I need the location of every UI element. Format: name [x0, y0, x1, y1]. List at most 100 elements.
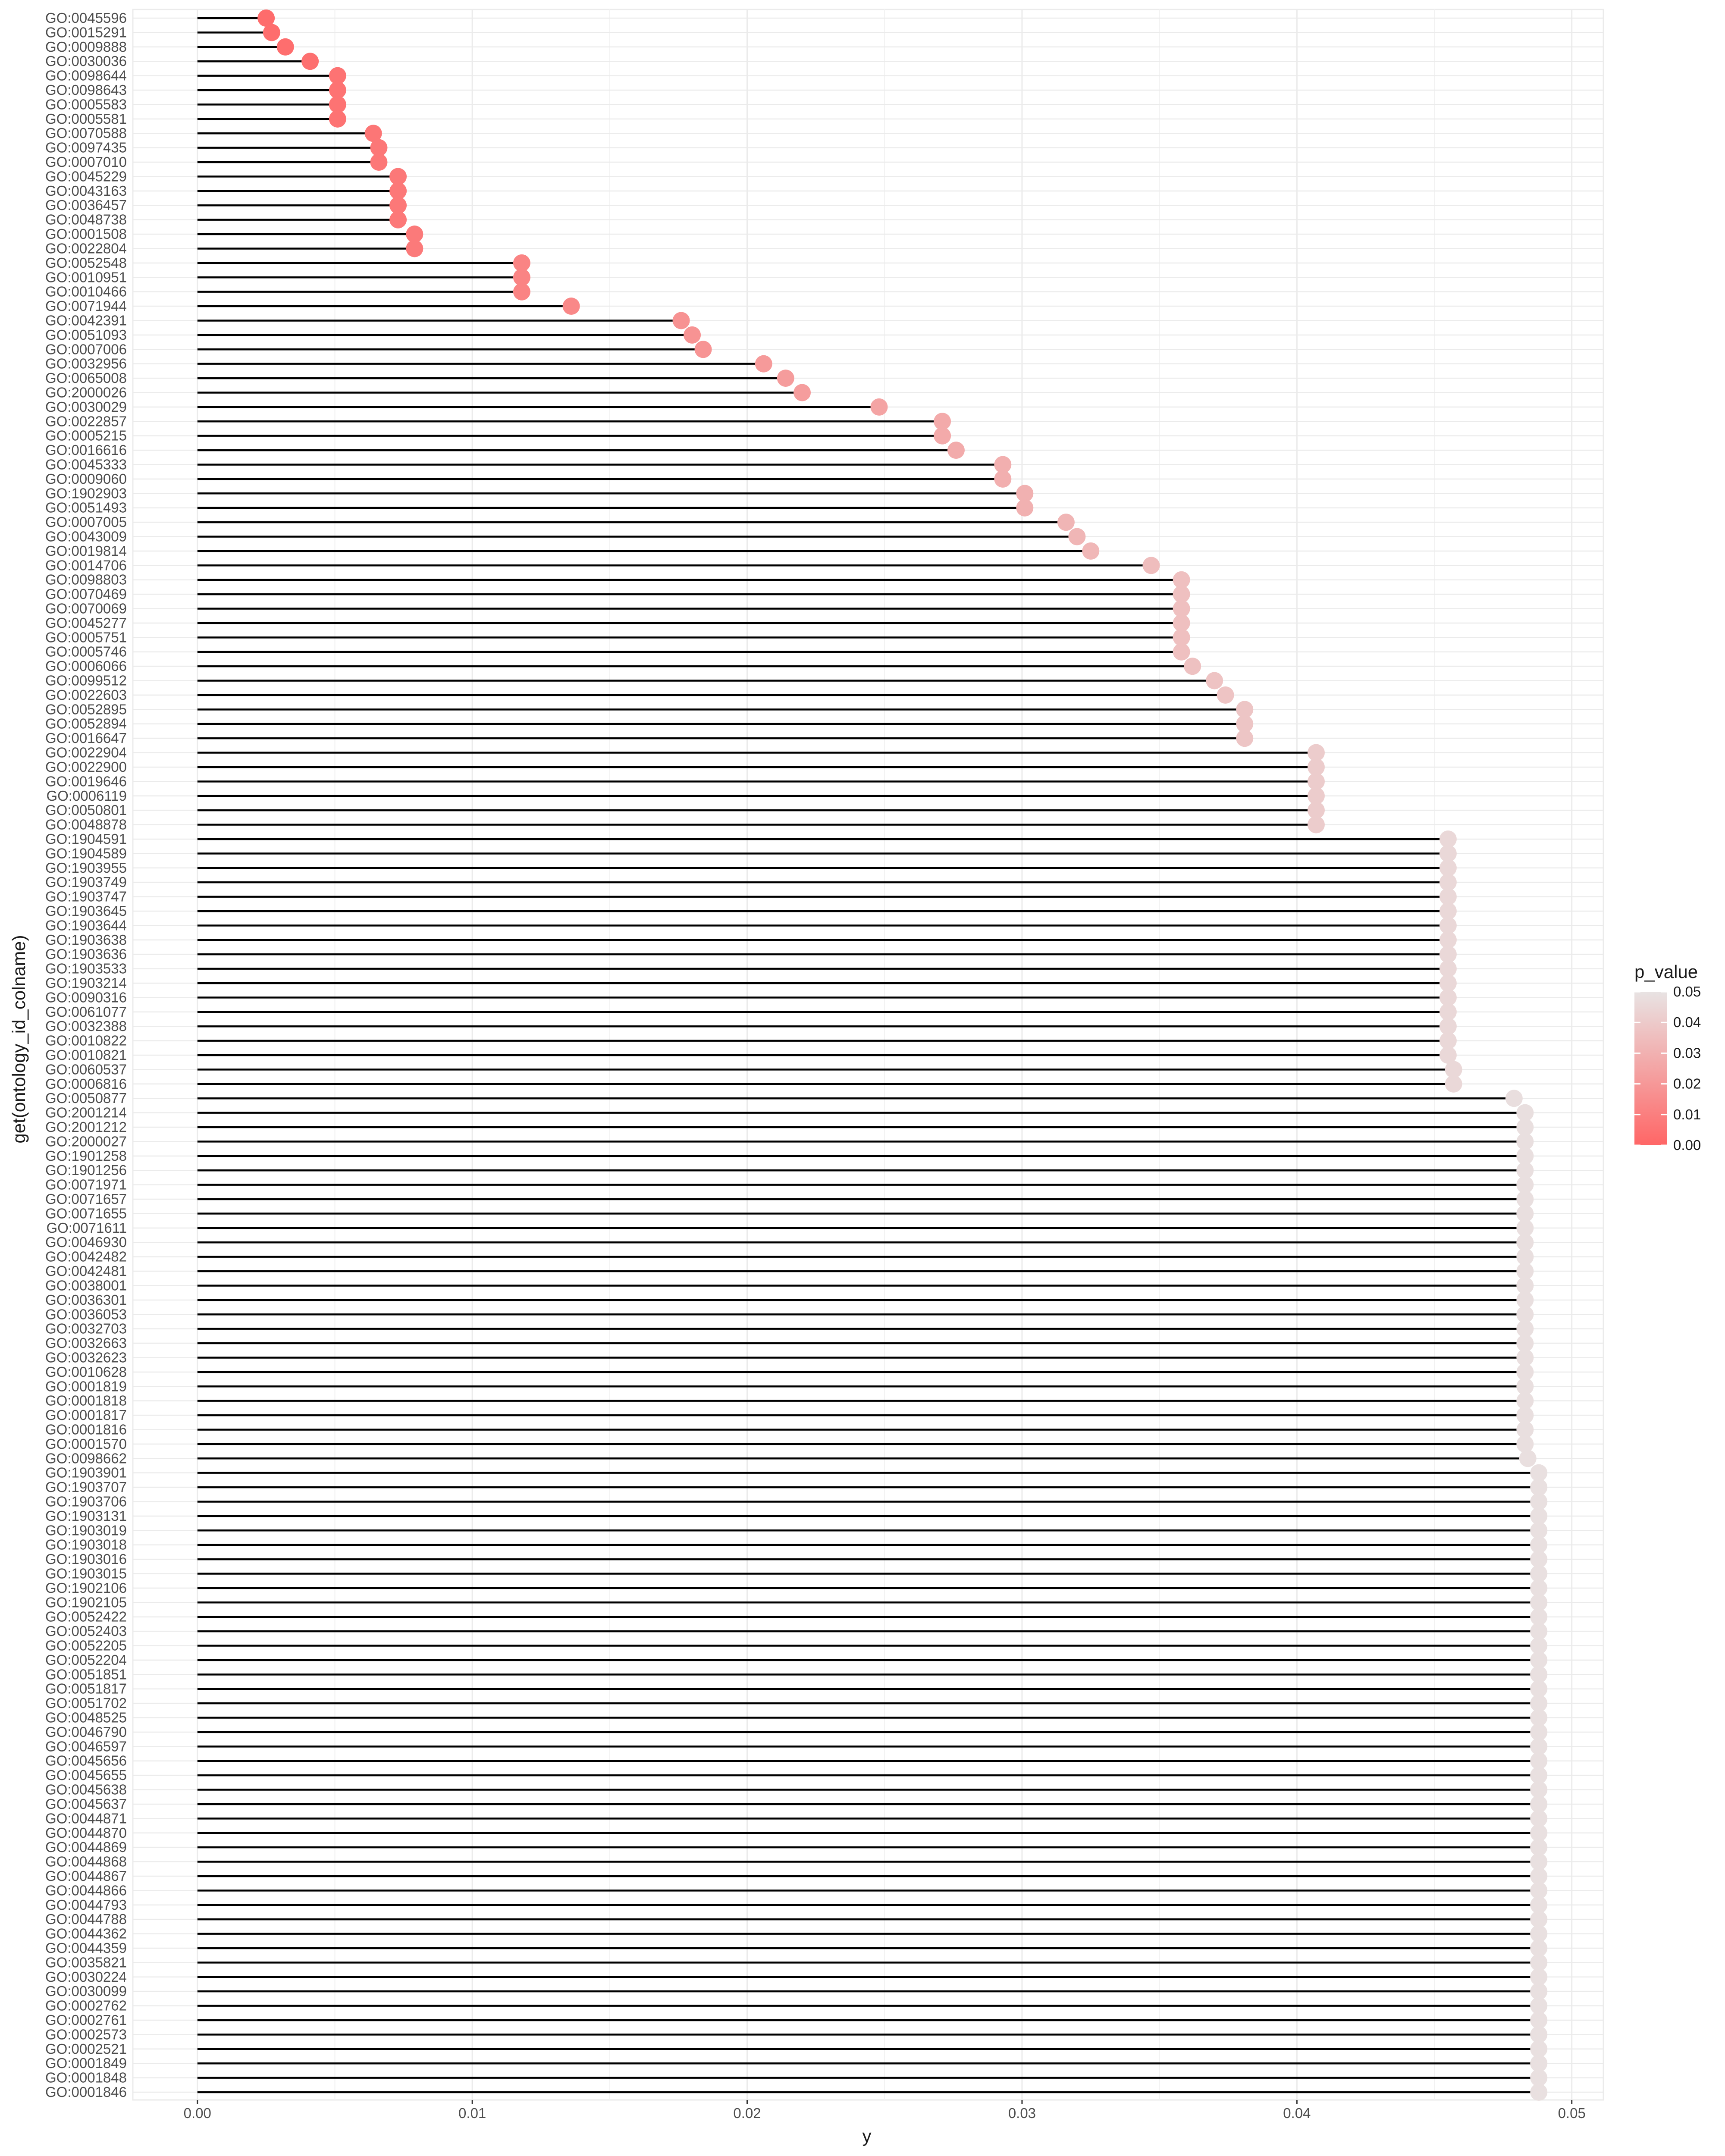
- y-tick-label: GO:0044870: [45, 1825, 127, 1841]
- y-tick-label: GO:1903707: [45, 1479, 127, 1495]
- lollipop-point: [1445, 1075, 1462, 1093]
- y-tick-label: GO:0050877: [45, 1090, 127, 1106]
- lollipop-point: [1439, 917, 1457, 934]
- lollipop-point: [389, 197, 407, 214]
- lollipop-point: [1236, 701, 1254, 718]
- lollipop-point: [1530, 1579, 1548, 1597]
- y-tick-label: GO:0044868: [45, 1854, 127, 1870]
- y-tick-label: GO:0051093: [45, 327, 127, 343]
- lollipop-point: [1068, 528, 1086, 545]
- y-tick-label: GO:0001816: [45, 1421, 127, 1437]
- y-tick-label: GO:0006816: [45, 1076, 127, 1092]
- lollipop-point: [1516, 1176, 1534, 1194]
- y-tick-label: GO:0001508: [45, 226, 127, 242]
- y-tick-label: GO:2001214: [45, 1105, 127, 1121]
- lollipop-point: [1530, 1637, 1548, 1655]
- lollipop-point: [1439, 931, 1457, 949]
- lollipop-point: [1439, 946, 1457, 963]
- x-tick-label: 0.05: [1558, 2105, 1586, 2121]
- legend-title: p_value: [1634, 962, 1698, 982]
- lollipop-point: [1516, 1104, 1534, 1122]
- lollipop-point: [301, 53, 319, 70]
- lollipop-point: [1439, 1032, 1457, 1050]
- y-tick-label: GO:0038001: [45, 1277, 127, 1293]
- y-tick-label: GO:0007010: [45, 154, 127, 170]
- lollipop-point: [1173, 571, 1190, 589]
- lollipop-point: [1530, 1896, 1548, 1914]
- lollipop-point: [1530, 1464, 1548, 1482]
- y-tick-label: GO:1901258: [45, 1148, 127, 1164]
- lollipop-point: [1516, 1234, 1534, 1251]
- y-tick-label: GO:0046930: [45, 1234, 127, 1250]
- y-tick-label: GO:0010821: [45, 1047, 127, 1063]
- lollipop-point: [1439, 1047, 1457, 1064]
- lollipop-stems: [197, 17, 1539, 2093]
- lollipop-point: [1530, 1925, 1548, 1943]
- y-tick-label: GO:0002573: [45, 2026, 127, 2042]
- lollipop-point: [1530, 1939, 1548, 1957]
- y-tick-label: GO:2000026: [45, 384, 127, 400]
- y-tick-label: GO:0001849: [45, 2055, 127, 2071]
- lollipop-point: [1516, 1119, 1534, 1136]
- y-tick-label: GO:1902106: [45, 1580, 127, 1596]
- lollipop-point: [1530, 1680, 1548, 1698]
- y-tick-label: GO:0071944: [45, 298, 127, 314]
- y-tick-label: GO:0052204: [45, 1652, 127, 1668]
- lollipop-point: [1530, 1565, 1548, 1583]
- lollipop-point: [513, 254, 530, 272]
- y-tick-label: GO:0022857: [45, 413, 127, 429]
- y-tick-label: GO:0071611: [46, 1220, 127, 1236]
- lollipop-point: [562, 298, 580, 315]
- legend-tick-label: 0.00: [1673, 1137, 1701, 1153]
- y-tick-label: GO:1904589: [45, 845, 127, 861]
- lollipop-point: [1530, 2084, 1548, 2101]
- lollipop-point: [1530, 1522, 1548, 1539]
- y-tick-label: GO:0005581: [45, 111, 127, 127]
- lollipop-point: [777, 370, 794, 387]
- lollipop-point: [1530, 2055, 1548, 2072]
- y-axis-title: get(ontology_id_colname): [9, 935, 29, 1143]
- y-tick-label: GO:1903644: [45, 917, 127, 933]
- lollipop-point: [1516, 1363, 1534, 1381]
- lollipop-point: [329, 96, 346, 113]
- lollipop-point: [1516, 1162, 1534, 1179]
- y-tick-label: GO:0071655: [45, 1205, 127, 1221]
- y-tick-label: GO:0045277: [45, 615, 127, 631]
- y-tick-label: GO:0044869: [45, 1839, 127, 1855]
- x-tick-label: 0.04: [1283, 2105, 1311, 2121]
- y-tick-label: GO:0019646: [45, 773, 127, 789]
- lollipop-point: [1530, 1479, 1548, 1496]
- y-tick-label: GO:0045333: [45, 456, 127, 472]
- y-tick-label: GO:0001819: [45, 1378, 127, 1394]
- lollipop-point: [1530, 1983, 1548, 2000]
- lollipop-point: [370, 154, 388, 171]
- lollipop-point: [406, 240, 423, 257]
- lollipop-point: [1439, 989, 1457, 1006]
- lollipop-point: [1439, 888, 1457, 906]
- y-tick-label: GO:1903131: [45, 1508, 127, 1524]
- y-tick-label: GO:0098643: [45, 82, 127, 98]
- legend-tick-label: 0.04: [1673, 1014, 1701, 1030]
- y-tick-label: GO:0044788: [45, 1911, 127, 1927]
- y-tick-label: GO:0099512: [45, 673, 127, 689]
- y-tick-label: GO:0050801: [45, 802, 127, 818]
- x-tick-label: 0.01: [458, 2105, 486, 2121]
- y-tick-label: GO:0045596: [45, 10, 127, 26]
- legend-tick-label: 0.02: [1673, 1076, 1701, 1092]
- lollipop-point: [1516, 1378, 1534, 1395]
- y-tick-label: GO:0052403: [45, 1623, 127, 1639]
- y-tick-label: GO:0001570: [45, 1436, 127, 1452]
- y-tick-label: GO:0044867: [45, 1868, 127, 1884]
- y-tick-label: GO:0016647: [45, 730, 127, 746]
- lollipop-point: [370, 139, 388, 157]
- y-tick-label: GO:0010628: [45, 1364, 127, 1380]
- y-tick-label: GO:1901256: [45, 1162, 127, 1178]
- lollipop-point: [934, 427, 951, 445]
- legend-tick-label: 0.01: [1673, 1106, 1701, 1122]
- y-tick-label: GO:1903747: [45, 889, 127, 905]
- y-tick-label: GO:0007005: [45, 514, 127, 530]
- lollipop-point: [1516, 1133, 1534, 1150]
- lollipop-point: [1530, 1810, 1548, 1827]
- lollipop-point: [1530, 1882, 1548, 1899]
